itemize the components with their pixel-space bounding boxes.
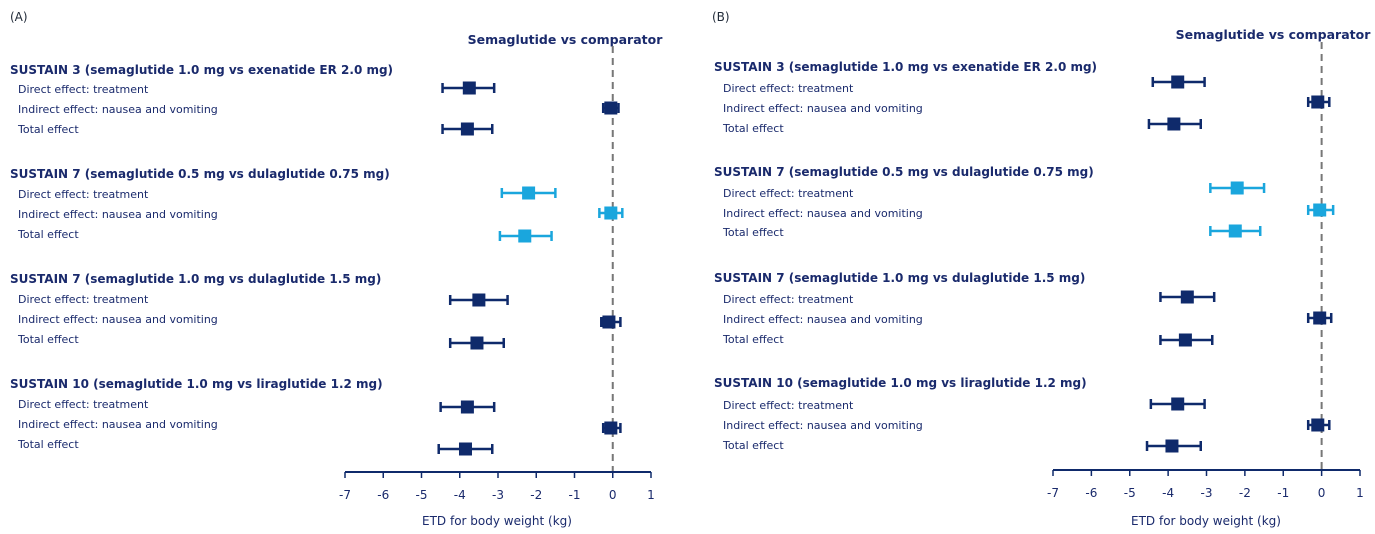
point-estimate-marker bbox=[1178, 333, 1192, 347]
point-estimate-marker bbox=[604, 421, 618, 435]
point-estimate-marker bbox=[518, 229, 532, 243]
point-estimate-marker bbox=[462, 81, 476, 95]
panel-label: (A) bbox=[10, 10, 28, 24]
panel-b: (B) Semaglutide vs comparator SUSTAIN 3 … bbox=[712, 10, 1371, 528]
group-title: SUSTAIN 7 (semaglutide 1.0 mg vs dulaglu… bbox=[714, 271, 1085, 285]
row-label: Direct effect: treatment bbox=[18, 293, 149, 306]
row-label: Total effect bbox=[17, 228, 79, 241]
point-estimate-marker bbox=[470, 336, 484, 350]
row-label: Direct effect: treatment bbox=[723, 293, 854, 306]
point-estimate-marker bbox=[1165, 439, 1179, 453]
x-tick-label: 0 bbox=[609, 488, 617, 502]
x-tick-label: -3 bbox=[492, 488, 504, 502]
x-tick-label: -5 bbox=[416, 488, 428, 502]
row-label: Direct effect: treatment bbox=[18, 188, 149, 201]
row-label: Total effect bbox=[17, 333, 79, 346]
row-label: Total effect bbox=[17, 438, 79, 451]
row-label: Indirect effect: nausea and vomiting bbox=[723, 313, 923, 326]
row-label: Total effect bbox=[722, 122, 784, 135]
group-title: SUSTAIN 3 (semaglutide 1.0 mg vs exenati… bbox=[714, 60, 1097, 74]
row-label: Direct effect: treatment bbox=[18, 83, 149, 96]
plot-marks: -7 -6 -5 -4 -3 -2 -1 0 1 bbox=[339, 46, 655, 502]
panel-a: (A) Semaglutide vs comparator SUSTAIN 3 … bbox=[10, 10, 663, 528]
x-axis-title: ETD for body weight (kg) bbox=[1131, 514, 1281, 528]
x-tick-label: -2 bbox=[530, 488, 542, 502]
x-tick-label: -6 bbox=[377, 488, 389, 502]
row-label: Total effect bbox=[722, 226, 784, 239]
point-estimate-marker bbox=[604, 101, 618, 115]
point-estimate-marker bbox=[460, 122, 474, 136]
panel-label: (B) bbox=[712, 10, 730, 24]
point-estimate-marker bbox=[1171, 75, 1185, 89]
x-tick-label: -4 bbox=[454, 488, 466, 502]
row-label: Direct effect: treatment bbox=[18, 398, 149, 411]
group-title: SUSTAIN 7 (semaglutide 0.5 mg vs dulaglu… bbox=[714, 165, 1094, 179]
x-tick-label: 0 bbox=[1318, 486, 1326, 500]
x-tick-label: -2 bbox=[1239, 486, 1251, 500]
x-axis-title: ETD for body weight (kg) bbox=[422, 514, 572, 528]
point-estimate-marker bbox=[1230, 181, 1244, 195]
row-label: Direct effect: treatment bbox=[723, 187, 854, 200]
group-title: SUSTAIN 7 (semaglutide 1.0 mg vs dulaglu… bbox=[10, 272, 381, 286]
row-label: Indirect effect: nausea and vomiting bbox=[18, 208, 218, 221]
point-estimate-marker bbox=[1228, 224, 1242, 238]
row-label: Indirect effect: nausea and vomiting bbox=[723, 102, 923, 115]
row-label: Total effect bbox=[722, 333, 784, 346]
x-tick-label: 1 bbox=[1356, 486, 1364, 500]
row-label: Direct effect: treatment bbox=[723, 399, 854, 412]
row-label: Direct effect: treatment bbox=[723, 82, 854, 95]
x-tick-label: -1 bbox=[1277, 486, 1289, 500]
x-tick-label: -7 bbox=[339, 488, 351, 502]
point-estimate-marker bbox=[1180, 290, 1194, 304]
point-estimate-marker bbox=[604, 206, 618, 220]
point-estimate-marker bbox=[522, 186, 536, 200]
group-title: SUSTAIN 7 (semaglutide 0.5 mg vs dulaglu… bbox=[10, 167, 390, 181]
x-tick-label: -6 bbox=[1085, 486, 1097, 500]
x-tick-label: -3 bbox=[1201, 486, 1213, 500]
row-label: Indirect effect: nausea and vomiting bbox=[723, 207, 923, 220]
x-tick-label: 1 bbox=[647, 488, 655, 502]
point-estimate-marker bbox=[458, 442, 472, 456]
group-title: SUSTAIN 10 (semaglutide 1.0 mg vs liragl… bbox=[10, 377, 383, 391]
row-label: Indirect effect: nausea and vomiting bbox=[18, 103, 218, 116]
x-tick-label: -7 bbox=[1047, 486, 1059, 500]
point-estimate-marker bbox=[602, 315, 616, 329]
point-estimate-marker bbox=[472, 293, 486, 307]
comparison-header: Semaglutide vs comparator bbox=[1176, 27, 1372, 42]
point-estimate-marker bbox=[1311, 95, 1325, 109]
point-estimate-marker bbox=[460, 400, 474, 414]
comparison-header: Semaglutide vs comparator bbox=[468, 32, 664, 47]
point-estimate-marker bbox=[1313, 203, 1327, 217]
plot-marks: -7 -6 -5 -4 -3 -2 -1 0 1 bbox=[1047, 42, 1364, 500]
point-estimate-marker bbox=[1171, 397, 1185, 411]
group-title: SUSTAIN 10 (semaglutide 1.0 mg vs liragl… bbox=[714, 376, 1087, 390]
x-tick-label: -1 bbox=[569, 488, 581, 502]
point-estimate-marker bbox=[1311, 418, 1325, 432]
row-label: Indirect effect: nausea and vomiting bbox=[18, 313, 218, 326]
row-label: Total effect bbox=[17, 123, 79, 136]
row-label: Indirect effect: nausea and vomiting bbox=[18, 418, 218, 431]
point-estimate-marker bbox=[1167, 117, 1181, 131]
row-label: Indirect effect: nausea and vomiting bbox=[723, 419, 923, 432]
point-estimate-marker bbox=[1313, 311, 1327, 325]
x-tick-label: -5 bbox=[1124, 486, 1136, 500]
group-title: SUSTAIN 3 (semaglutide 1.0 mg vs exenati… bbox=[10, 63, 393, 77]
row-label: Total effect bbox=[722, 439, 784, 452]
x-tick-label: -4 bbox=[1162, 486, 1174, 500]
